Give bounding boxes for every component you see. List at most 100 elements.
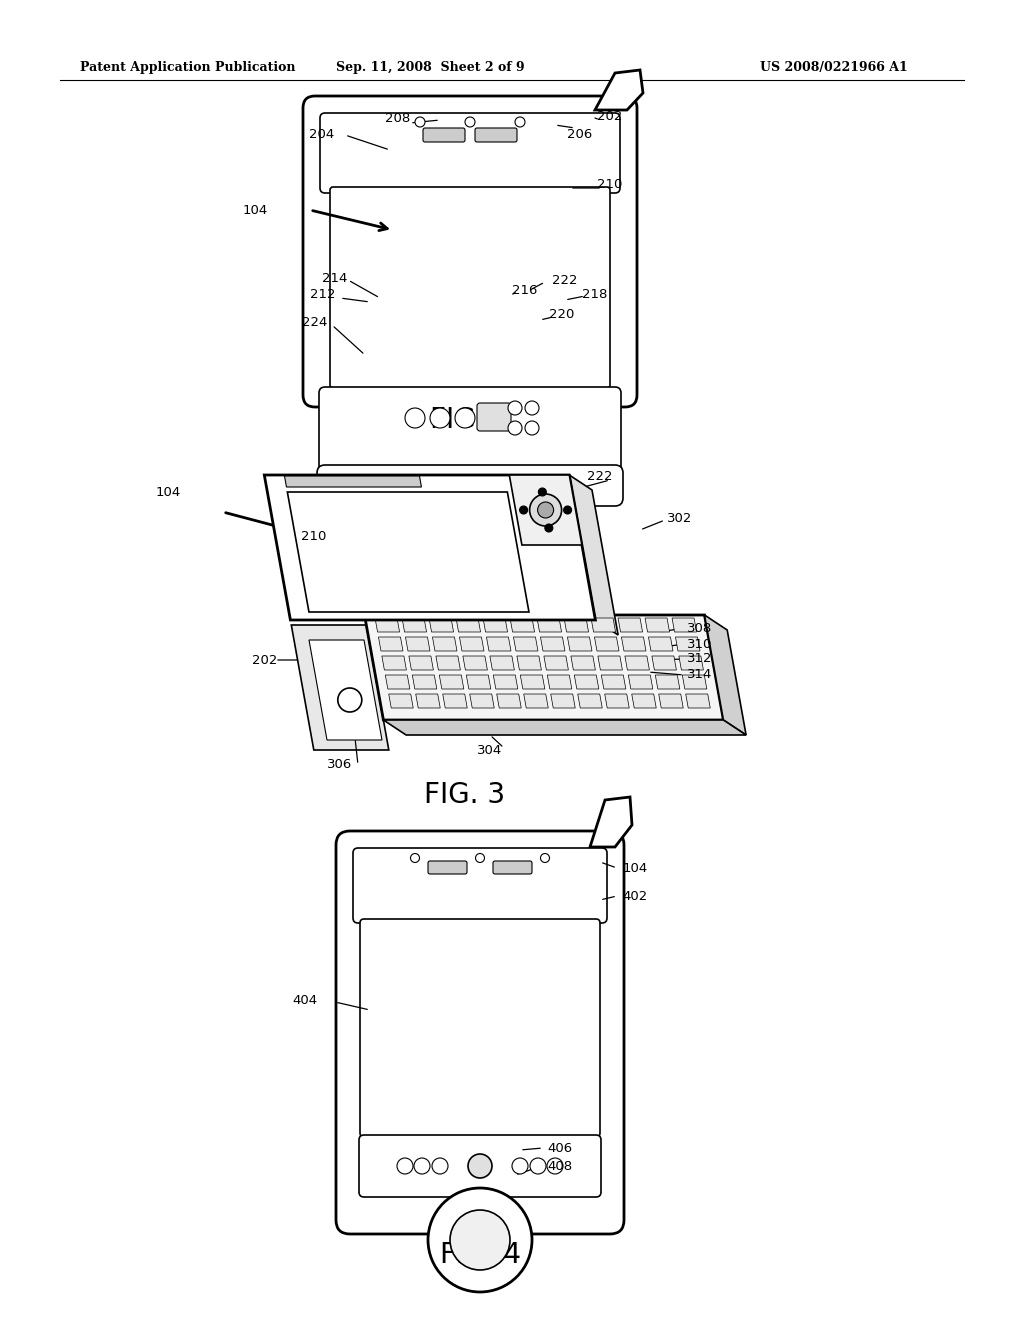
Polygon shape — [682, 675, 707, 689]
Text: Patent Application Publication: Patent Application Publication — [80, 62, 296, 74]
Polygon shape — [569, 475, 618, 635]
Circle shape — [539, 488, 547, 496]
Circle shape — [397, 1158, 413, 1173]
Polygon shape — [590, 797, 632, 847]
Text: 314: 314 — [687, 668, 713, 681]
Circle shape — [538, 502, 554, 517]
Polygon shape — [365, 615, 723, 719]
Text: 222: 222 — [587, 470, 612, 483]
FancyBboxPatch shape — [359, 1135, 601, 1197]
Polygon shape — [436, 656, 461, 671]
Text: 206: 206 — [567, 128, 593, 141]
Polygon shape — [432, 638, 457, 651]
Polygon shape — [288, 492, 529, 612]
Polygon shape — [439, 675, 464, 689]
Polygon shape — [456, 618, 480, 632]
Polygon shape — [672, 618, 696, 632]
FancyBboxPatch shape — [353, 847, 607, 923]
Text: 210: 210 — [597, 178, 623, 191]
Circle shape — [465, 117, 475, 127]
Polygon shape — [622, 638, 646, 651]
Text: 202: 202 — [252, 653, 278, 667]
FancyBboxPatch shape — [477, 403, 511, 432]
Polygon shape — [574, 675, 599, 689]
Polygon shape — [625, 656, 649, 671]
Polygon shape — [264, 475, 595, 620]
FancyBboxPatch shape — [317, 465, 623, 506]
Text: 210: 210 — [301, 531, 327, 544]
Polygon shape — [429, 618, 454, 632]
Circle shape — [508, 401, 522, 414]
Circle shape — [525, 421, 539, 436]
Polygon shape — [517, 656, 542, 671]
Polygon shape — [413, 675, 437, 689]
Polygon shape — [463, 656, 487, 671]
Circle shape — [415, 117, 425, 127]
Text: 224: 224 — [302, 317, 328, 330]
Polygon shape — [618, 618, 643, 632]
Polygon shape — [648, 638, 673, 651]
Text: FIG. 4: FIG. 4 — [439, 1241, 520, 1269]
Polygon shape — [679, 656, 703, 671]
Polygon shape — [571, 656, 595, 671]
Text: 406: 406 — [548, 1142, 572, 1155]
Polygon shape — [520, 675, 545, 689]
Polygon shape — [486, 638, 511, 651]
FancyBboxPatch shape — [475, 128, 517, 143]
Polygon shape — [686, 694, 711, 708]
Polygon shape — [466, 675, 490, 689]
Circle shape — [414, 1158, 430, 1173]
Polygon shape — [595, 638, 618, 651]
Polygon shape — [605, 694, 629, 708]
Circle shape — [432, 1158, 449, 1173]
Polygon shape — [460, 638, 484, 651]
Polygon shape — [383, 719, 746, 735]
Polygon shape — [285, 477, 422, 487]
Polygon shape — [591, 618, 615, 632]
Circle shape — [508, 421, 522, 436]
Polygon shape — [309, 640, 382, 741]
Text: 104: 104 — [156, 487, 180, 499]
Polygon shape — [655, 675, 680, 689]
Circle shape — [475, 854, 484, 862]
Polygon shape — [601, 675, 626, 689]
FancyBboxPatch shape — [360, 919, 600, 1137]
Polygon shape — [382, 656, 407, 671]
Circle shape — [406, 408, 425, 428]
Polygon shape — [658, 694, 683, 708]
Polygon shape — [551, 694, 575, 708]
Polygon shape — [375, 618, 399, 632]
Text: 310: 310 — [687, 638, 713, 651]
Circle shape — [338, 688, 361, 711]
Text: 308: 308 — [687, 622, 713, 635]
Polygon shape — [705, 615, 746, 735]
Text: US 2008/0221966 A1: US 2008/0221966 A1 — [760, 62, 907, 74]
Text: FIG. 3: FIG. 3 — [424, 781, 506, 809]
Text: FIG. 2: FIG. 2 — [429, 407, 511, 434]
Circle shape — [530, 1158, 546, 1173]
FancyBboxPatch shape — [336, 832, 624, 1234]
Text: 202: 202 — [597, 111, 623, 124]
Text: 312: 312 — [687, 652, 713, 665]
Circle shape — [545, 524, 553, 532]
Polygon shape — [567, 638, 592, 651]
Polygon shape — [483, 618, 508, 632]
Circle shape — [515, 117, 525, 127]
Text: 104: 104 — [623, 862, 647, 874]
Circle shape — [525, 401, 539, 414]
Circle shape — [411, 854, 420, 862]
Circle shape — [519, 506, 527, 513]
FancyBboxPatch shape — [319, 114, 620, 193]
Polygon shape — [513, 638, 538, 651]
Circle shape — [430, 408, 450, 428]
Polygon shape — [291, 624, 389, 750]
Polygon shape — [470, 694, 495, 708]
Polygon shape — [402, 618, 427, 632]
Polygon shape — [406, 638, 430, 651]
FancyBboxPatch shape — [330, 187, 610, 388]
Polygon shape — [385, 675, 410, 689]
Polygon shape — [541, 638, 565, 651]
Text: 304: 304 — [477, 743, 503, 756]
Circle shape — [428, 1188, 532, 1292]
Text: 204: 204 — [309, 128, 335, 141]
